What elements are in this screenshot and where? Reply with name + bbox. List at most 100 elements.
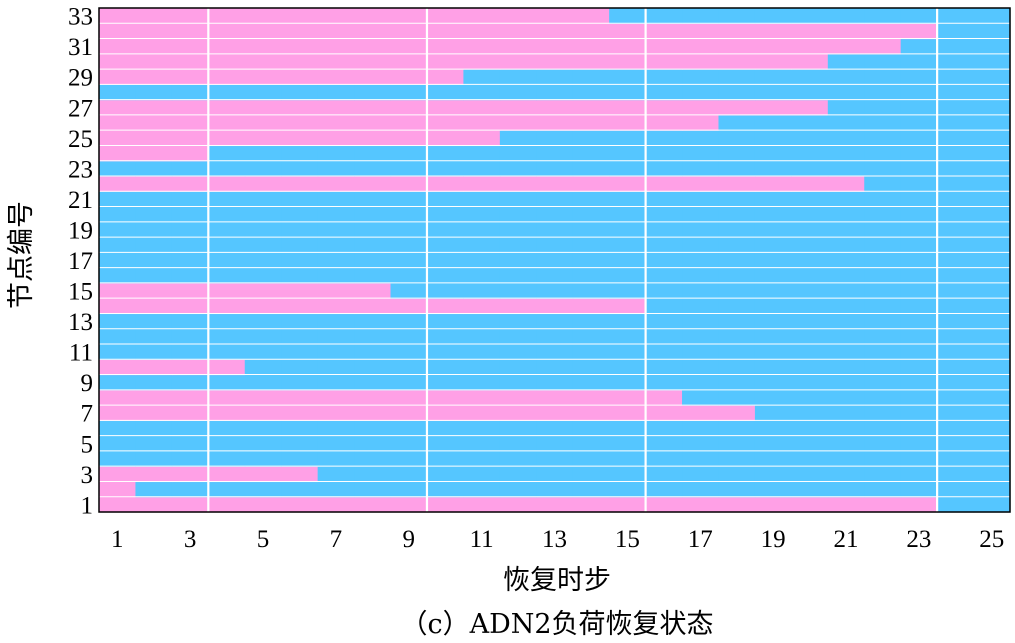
heat-cell — [463, 435, 501, 452]
heat-cell — [645, 8, 683, 24]
heat-cell — [354, 99, 392, 116]
heat-cell — [317, 84, 355, 101]
heat-cell — [426, 344, 464, 360]
heat-cell — [682, 252, 720, 269]
heat-cell — [572, 99, 610, 116]
heat-cell — [171, 450, 209, 467]
heat-cell — [900, 496, 938, 513]
heat-cell — [609, 313, 647, 330]
heat-cell — [791, 237, 829, 253]
heat-cell — [645, 53, 683, 70]
heatmap-cells — [99, 8, 1011, 513]
heat-cell — [354, 420, 392, 437]
heat-cell — [426, 328, 464, 345]
y-axis-title: 节点编号 — [6, 201, 37, 309]
heat-cell — [609, 69, 647, 85]
heat-cell — [208, 481, 246, 498]
heat-cell — [390, 328, 428, 345]
heat-cell — [682, 84, 720, 101]
heat-cell — [937, 221, 975, 238]
heat-cell — [827, 237, 865, 253]
heat-cell — [354, 130, 392, 147]
heat-cell — [718, 84, 756, 101]
heat-cell — [426, 420, 464, 437]
heat-cell — [718, 435, 756, 452]
heat-cell — [827, 450, 865, 467]
heat-cell — [463, 282, 501, 299]
heat-cell — [900, 252, 938, 269]
heat-cell — [609, 405, 647, 421]
heat-cell — [390, 496, 428, 513]
heat-cell — [682, 328, 720, 345]
heat-cell — [171, 267, 209, 284]
heat-cell — [317, 405, 355, 421]
heat-cell — [208, 420, 246, 437]
heat-cell — [99, 374, 137, 391]
x-tick-label: 1 — [111, 526, 124, 553]
heat-cell — [754, 389, 792, 406]
heat-cell — [754, 282, 792, 299]
heat-cell — [463, 420, 501, 437]
heat-cell — [973, 237, 1011, 253]
heat-cell — [135, 435, 173, 452]
heat-cell — [682, 267, 720, 284]
heat-cell — [827, 114, 865, 131]
heat-cell — [354, 359, 392, 376]
heat-cell — [99, 84, 137, 101]
heat-cell — [572, 191, 610, 208]
heat-cell — [208, 313, 246, 330]
heat-cell — [827, 191, 865, 208]
x-tick-label: 7 — [330, 526, 343, 553]
heat-cell — [827, 481, 865, 498]
heat-cell — [973, 38, 1011, 55]
heat-cell — [208, 8, 246, 24]
heat-cell — [572, 496, 610, 513]
heat-cell — [791, 405, 829, 421]
heat-cell — [900, 313, 938, 330]
heat-cell — [426, 496, 464, 513]
heat-cell — [135, 53, 173, 70]
heat-cell — [791, 38, 829, 55]
heat-cell — [900, 176, 938, 192]
heat-cell — [645, 114, 683, 131]
heat-cell — [171, 130, 209, 147]
heat-cell — [426, 191, 464, 208]
heat-cell — [937, 8, 975, 24]
heat-cell — [426, 8, 464, 24]
heat-cell — [718, 466, 756, 483]
heat-cell — [682, 99, 720, 116]
heat-cell — [572, 420, 610, 437]
heat-cell — [208, 206, 246, 223]
heat-cell — [99, 466, 137, 483]
heat-cell — [354, 481, 392, 498]
heat-cell — [572, 313, 610, 330]
heat-cell — [900, 130, 938, 147]
heat-cell — [354, 313, 392, 330]
heat-cell — [827, 344, 865, 360]
heat-cell — [171, 405, 209, 421]
chart-caption: （c）ADN2负荷恢复状态 — [400, 609, 713, 640]
heat-cell — [426, 481, 464, 498]
heat-cell — [609, 206, 647, 223]
x-tick-label: 25 — [979, 526, 1004, 553]
heat-cell — [682, 23, 720, 40]
heat-cell — [827, 69, 865, 85]
heat-cell — [171, 38, 209, 55]
heat-cell — [426, 145, 464, 162]
heat-cell — [864, 38, 902, 55]
heat-cell — [572, 176, 610, 192]
heatmap-grid — [99, 8, 1010, 512]
heat-cell — [864, 221, 902, 238]
heat-cell — [426, 53, 464, 70]
heat-cell — [208, 114, 246, 131]
heat-cell — [99, 114, 137, 131]
heat-cell — [281, 221, 319, 238]
heat-cell — [354, 221, 392, 238]
heat-cell — [754, 99, 792, 116]
heat-cell — [317, 8, 355, 24]
heat-cell — [718, 206, 756, 223]
heat-cell — [499, 237, 537, 253]
x-tick-label: 17 — [688, 526, 713, 553]
heat-cell — [390, 466, 428, 483]
heat-cell — [754, 23, 792, 40]
